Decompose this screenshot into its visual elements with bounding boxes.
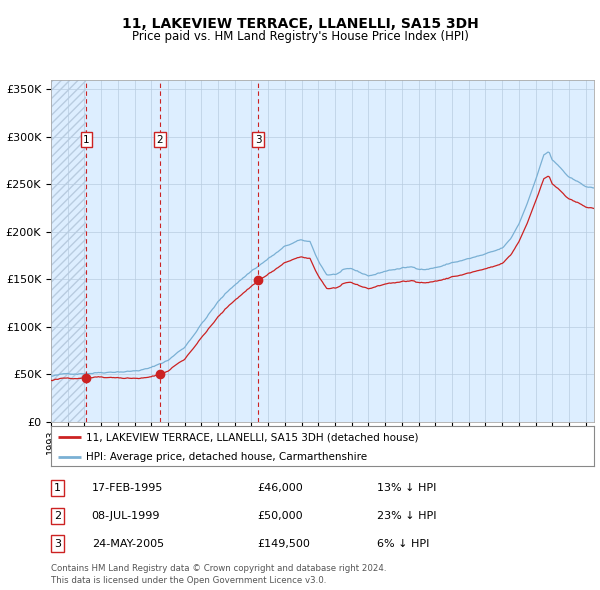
Text: £149,500: £149,500 xyxy=(257,539,310,549)
Text: £46,000: £46,000 xyxy=(257,483,303,493)
Text: 23% ↓ HPI: 23% ↓ HPI xyxy=(377,510,436,520)
Text: 11, LAKEVIEW TERRACE, LLANELLI, SA15 3DH (detached house): 11, LAKEVIEW TERRACE, LLANELLI, SA15 3DH… xyxy=(86,432,419,442)
Bar xyxy=(51,80,86,422)
Text: £50,000: £50,000 xyxy=(257,510,303,520)
Text: 11, LAKEVIEW TERRACE, LLANELLI, SA15 3DH: 11, LAKEVIEW TERRACE, LLANELLI, SA15 3DH xyxy=(122,17,478,31)
Text: Contains HM Land Registry data © Crown copyright and database right 2024.: Contains HM Land Registry data © Crown c… xyxy=(51,564,386,573)
Text: Price paid vs. HM Land Registry's House Price Index (HPI): Price paid vs. HM Land Registry's House … xyxy=(131,30,469,43)
Text: This data is licensed under the Open Government Licence v3.0.: This data is licensed under the Open Gov… xyxy=(51,576,326,585)
Text: 2: 2 xyxy=(54,510,61,520)
Bar xyxy=(51,80,86,422)
Text: 1: 1 xyxy=(54,483,61,493)
Text: 13% ↓ HPI: 13% ↓ HPI xyxy=(377,483,436,493)
Text: HPI: Average price, detached house, Carmarthenshire: HPI: Average price, detached house, Carm… xyxy=(86,453,367,463)
Text: 3: 3 xyxy=(54,539,61,549)
Text: 08-JUL-1999: 08-JUL-1999 xyxy=(92,510,160,520)
Text: 17-FEB-1995: 17-FEB-1995 xyxy=(92,483,163,493)
Text: 3: 3 xyxy=(254,135,262,145)
Text: 24-MAY-2005: 24-MAY-2005 xyxy=(92,539,164,549)
Text: 2: 2 xyxy=(157,135,163,145)
Text: 1: 1 xyxy=(83,135,90,145)
Text: 6% ↓ HPI: 6% ↓ HPI xyxy=(377,539,429,549)
